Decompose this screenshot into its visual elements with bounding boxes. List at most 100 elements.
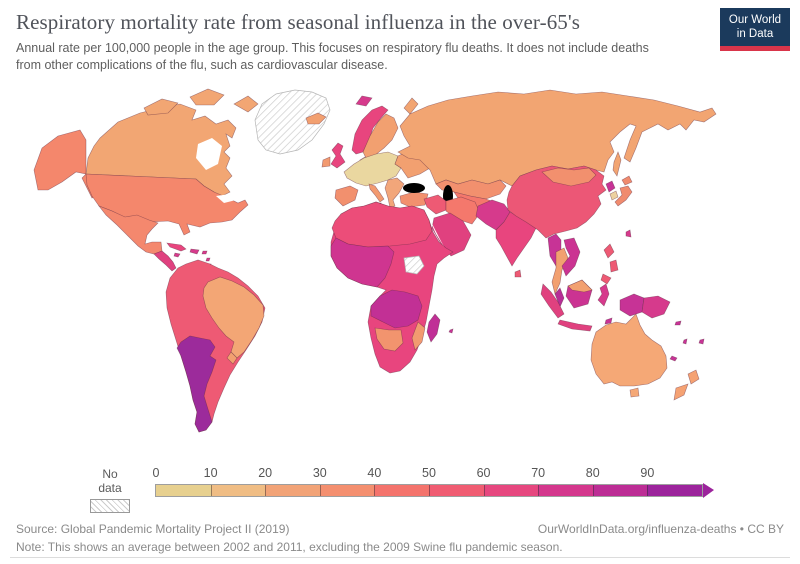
map-region-arabia[interactable] (431, 212, 472, 257)
legend-arrow-icon (703, 483, 714, 498)
map-region-uruguay[interactable] (226, 351, 238, 365)
map-region-arctic-island-3[interactable] (233, 95, 259, 113)
map-region-alaska[interactable] (33, 129, 87, 191)
map-region-congo-angola[interactable] (370, 289, 423, 329)
map-region-hokkaido[interactable] (621, 175, 633, 186)
legend-segment[interactable]: 10 (204, 466, 266, 496)
map-region-mongolia[interactable] (541, 167, 597, 187)
map-region-ireland[interactable] (321, 156, 331, 168)
map-region-philippines-visayas[interactable] (609, 259, 619, 273)
legend-tick-label: 10 (203, 466, 218, 480)
map-region-svalbard[interactable] (355, 95, 373, 107)
map-region-thailand[interactable] (551, 247, 569, 295)
legend-segment[interactable]: 50 (422, 466, 484, 496)
chart-header: Respiratory mortality rate from seasonal… (16, 10, 710, 74)
map-region-sri-lanka[interactable] (514, 269, 522, 278)
legend-segment[interactable]: 60 (477, 466, 539, 496)
map-region-mozambique[interactable] (411, 321, 426, 351)
legend-color-scale[interactable]: 0 10 20 30 40 50 60 70 80 90 (153, 466, 715, 498)
map-region-iberia[interactable] (334, 185, 359, 207)
map-region-arctic-island-2[interactable] (189, 88, 225, 106)
legend-tick-label: 0 (152, 466, 160, 480)
map-region-italy[interactable] (368, 183, 385, 203)
map-region-madagascar[interactable] (426, 313, 441, 343)
black-sea (403, 183, 425, 193)
map-region-borneo-malaysia[interactable] (567, 279, 593, 293)
map-region-turkey[interactable] (399, 191, 429, 208)
map-region-australia[interactable] (590, 313, 668, 387)
chart-subtitle: Annual rate per 100,000 people in the ag… (16, 41, 649, 72)
note-text: Note: This shows an average between 2002… (16, 540, 563, 554)
map-region-new-caledonia[interactable] (669, 355, 678, 362)
map-region-vietnam-laos[interactable] (561, 237, 581, 277)
map-region-south-sudan-nodata[interactable] (403, 255, 425, 275)
legend-gradient-bar[interactable]: 0 10 20 30 40 50 60 70 80 90 (153, 466, 703, 497)
legend-tick-label: 20 (258, 466, 273, 480)
legend-no-data-label: No data (98, 467, 122, 495)
map-region-antilles-1[interactable] (205, 257, 211, 262)
no-data-hatch-swatch (90, 499, 130, 513)
map-region-north-korea[interactable] (605, 180, 616, 193)
map-region-new-guinea-west[interactable] (619, 293, 645, 317)
map-region-arctic-island-1[interactable] (143, 98, 179, 116)
map-region-iran[interactable] (445, 196, 481, 225)
page-title: Respiratory mortality rate from seasonal… (16, 10, 581, 34)
map-region-greenland-nodata[interactable] (254, 89, 331, 155)
great-lakes (216, 194, 236, 203)
map-region-mauritius[interactable] (448, 328, 454, 334)
map-region-jamaica[interactable] (173, 252, 181, 258)
map-region-cuba[interactable] (166, 242, 187, 252)
map-region-papua-new-guinea[interactable] (641, 295, 671, 319)
map-region-hispaniola[interactable] (189, 248, 200, 255)
map-region-norway[interactable] (351, 105, 389, 155)
owid-logo-line1: Our World (728, 14, 782, 26)
map-region-iceland[interactable] (305, 112, 327, 125)
map-region-japan[interactable] (614, 185, 633, 207)
owid-logo[interactable]: Our World in Data (720, 8, 790, 51)
legend-tick-label: 80 (585, 466, 600, 480)
map-region-puerto-rico[interactable] (201, 250, 208, 255)
legend-segment[interactable]: 30 (313, 466, 375, 496)
legend-segment[interactable]: 80 (586, 466, 648, 496)
owid-link[interactable]: OurWorldInData.org/influenza-deaths • CC… (537, 522, 784, 536)
map-region-new-zealand-north[interactable] (687, 369, 700, 385)
legend-segment[interactable]: 20 (258, 466, 320, 496)
chart-footer: Source: Global Pandemic Mortality Projec… (16, 522, 784, 554)
owid-logo-line2: in Data (736, 28, 774, 41)
hudson-bay (196, 138, 222, 170)
map-region-sakhalin[interactable] (612, 151, 622, 177)
map-region-java[interactable] (557, 319, 593, 332)
map-region-sumatra[interactable] (540, 283, 565, 319)
map-region-namibia-botswana[interactable] (374, 327, 404, 352)
map-region-solomon-islands[interactable] (674, 320, 682, 326)
map-region-argentina-chile[interactable] (176, 335, 217, 433)
map-region-philippines-luzon[interactable] (603, 243, 615, 259)
legend-segment[interactable]: 40 (367, 466, 429, 496)
legend-segment[interactable]: 90 (640, 466, 702, 496)
legend-no-data[interactable]: No data (90, 467, 130, 513)
red-sea (426, 212, 444, 247)
map-region-novaya-zemlya[interactable] (403, 97, 419, 115)
legend-tick-label: 30 (312, 466, 327, 480)
map-region-new-zealand-south[interactable] (673, 383, 689, 401)
map-region-mexico[interactable] (98, 205, 163, 255)
map-region-iraq-syria[interactable] (423, 194, 447, 215)
legend-tick-label: 70 (531, 466, 546, 480)
map-region-balkans-greece[interactable] (384, 177, 405, 209)
map-region-vanuatu[interactable] (682, 338, 688, 345)
map-region-central-america[interactable] (153, 250, 177, 272)
map-region-south-korea[interactable] (609, 190, 619, 201)
legend-segment[interactable]: 0 (153, 466, 211, 496)
map-region-brazil[interactable] (202, 276, 265, 359)
map-region-philippines-mindanao[interactable] (600, 273, 612, 285)
map-region-fiji[interactable] (698, 338, 705, 345)
map-region-sulawesi[interactable] (597, 283, 610, 307)
map-region-north-africa[interactable] (331, 201, 433, 248)
map-region-timor[interactable] (604, 317, 613, 325)
map-region-taiwan[interactable] (625, 229, 632, 238)
map-region-west-africa[interactable] (330, 237, 395, 288)
map-region-tasmania[interactable] (629, 387, 640, 398)
map-region-united-kingdom[interactable] (330, 142, 346, 169)
legend-segment[interactable]: 70 (531, 466, 593, 496)
